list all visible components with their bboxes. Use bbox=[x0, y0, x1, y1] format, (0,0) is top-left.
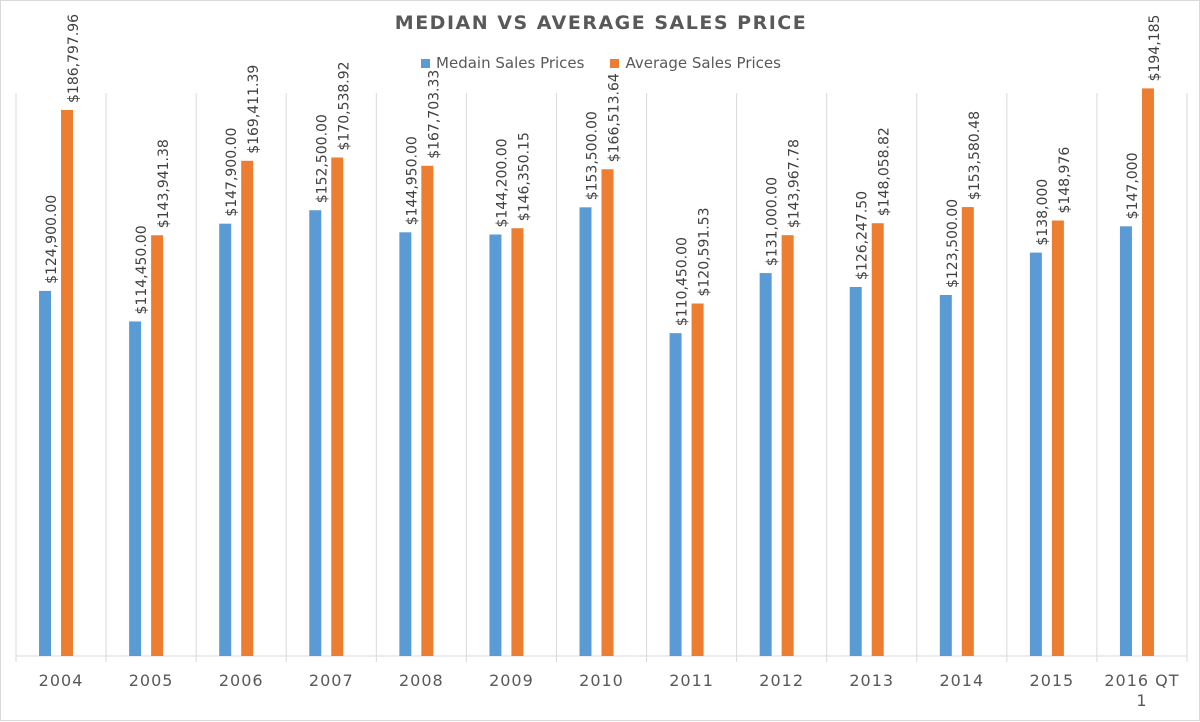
x-tick-label: 2009 bbox=[489, 671, 534, 690]
bar-average bbox=[961, 207, 974, 656]
data-label-average: $146,350.15 bbox=[516, 132, 532, 221]
data-label-median: $110,450.00 bbox=[675, 237, 691, 326]
x-tick-label: 2005 bbox=[129, 671, 174, 690]
data-label-average: $143,941.38 bbox=[156, 139, 172, 228]
bar-median bbox=[489, 234, 502, 656]
data-label-average: $194,185 bbox=[1147, 15, 1163, 82]
bar-average bbox=[421, 165, 434, 656]
data-label-average: $167,703.33 bbox=[426, 70, 442, 159]
data-label-median: $131,000.00 bbox=[765, 177, 781, 266]
bar-average bbox=[691, 303, 704, 656]
x-tick-label: 2016 QT 1 bbox=[1104, 671, 1179, 710]
legend-swatch-average bbox=[610, 58, 620, 68]
bar-average bbox=[871, 223, 884, 656]
data-label-median: $123,500.00 bbox=[945, 199, 961, 288]
data-label-median: $138,000 bbox=[1035, 179, 1051, 246]
data-label-median: $153,500.00 bbox=[585, 111, 601, 200]
bar-median bbox=[579, 207, 592, 657]
bar-median bbox=[849, 286, 862, 656]
x-tick-label: 2014 bbox=[939, 671, 984, 690]
data-label-median: $147,000 bbox=[1125, 152, 1141, 219]
bar-median bbox=[309, 210, 322, 656]
bar-median bbox=[399, 232, 412, 657]
data-label-average: $186,797.96 bbox=[66, 14, 82, 103]
x-tick-label: 2013 bbox=[849, 671, 894, 690]
bar-average bbox=[511, 228, 524, 656]
data-label-median: $126,247.50 bbox=[855, 191, 871, 280]
bar-median bbox=[1119, 226, 1132, 657]
x-tick-label: 2010 bbox=[579, 671, 624, 690]
x-tick-label: 2004 bbox=[39, 671, 84, 690]
bar-average bbox=[1141, 88, 1154, 656]
data-label-average: $166,513.64 bbox=[607, 73, 623, 162]
data-label-average: $143,967.78 bbox=[787, 139, 803, 228]
bar-average bbox=[601, 169, 614, 656]
data-label-median: $144,950.00 bbox=[404, 136, 420, 225]
x-tick-label: 2007 bbox=[309, 671, 354, 690]
data-label-median: $144,200.00 bbox=[494, 138, 510, 227]
data-label-average: $120,591.53 bbox=[697, 207, 713, 296]
bar-median bbox=[759, 273, 772, 656]
data-label-median: $124,900.00 bbox=[44, 195, 60, 284]
bar-average bbox=[61, 109, 74, 656]
data-label-average: $153,580.48 bbox=[967, 111, 983, 200]
data-label-average: $148,976 bbox=[1057, 147, 1073, 214]
bar-median bbox=[1029, 252, 1042, 656]
bar-median bbox=[939, 295, 952, 656]
legend-swatch-median bbox=[421, 58, 431, 68]
legend-item-median: Medain Sales Prices bbox=[421, 54, 584, 72]
bar-median bbox=[129, 321, 142, 656]
bar-average bbox=[331, 157, 344, 656]
x-tick-label: 2006 bbox=[219, 671, 264, 690]
bar-average bbox=[241, 160, 254, 656]
data-label-average: $169,411.39 bbox=[246, 65, 262, 154]
bar-average bbox=[1051, 220, 1064, 657]
bar-median bbox=[669, 333, 682, 656]
x-tick-label: 2012 bbox=[759, 671, 804, 690]
bar-median bbox=[39, 290, 52, 656]
chart-title: MEDIAN VS AVERAGE SALES PRICE bbox=[394, 12, 808, 34]
bar-average bbox=[781, 235, 794, 656]
legend-label-median: Medain Sales Prices bbox=[436, 54, 585, 72]
chart-legend: Medain Sales Prices Average Sales Prices bbox=[1, 54, 1200, 72]
data-label-median: $152,500.00 bbox=[314, 114, 330, 203]
bar-median bbox=[219, 223, 232, 656]
data-label-median: $114,450.00 bbox=[134, 225, 150, 314]
x-tick-label: 2008 bbox=[399, 671, 444, 690]
legend-item-average: Average Sales Prices bbox=[610, 54, 781, 72]
x-tick-label: 2015 bbox=[1030, 671, 1075, 690]
data-label-average: $148,058.82 bbox=[877, 127, 893, 216]
data-label-average: $170,538.92 bbox=[336, 61, 352, 150]
bar-average bbox=[151, 235, 164, 656]
x-tick-label: 2011 bbox=[669, 671, 714, 690]
data-label-median: $147,900.00 bbox=[224, 128, 240, 217]
legend-label-average: Average Sales Prices bbox=[625, 54, 781, 72]
